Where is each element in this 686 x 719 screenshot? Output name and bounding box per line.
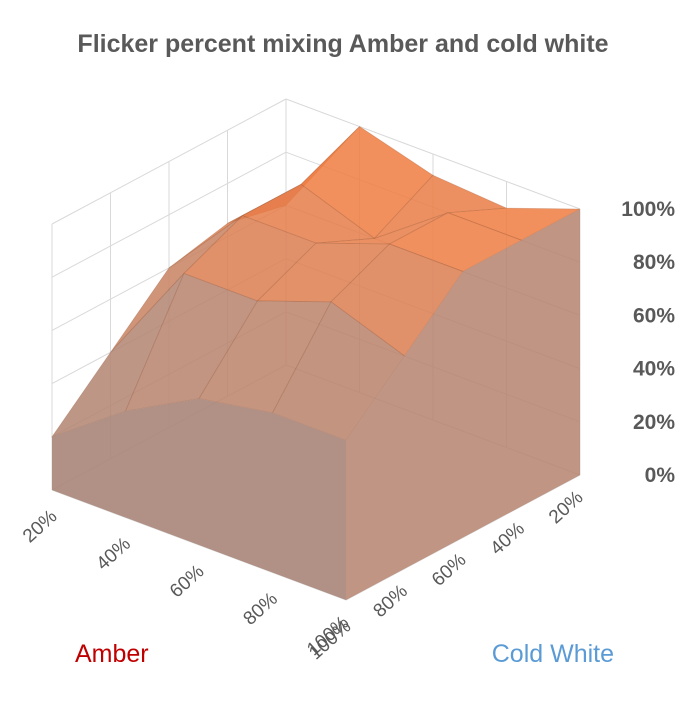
cold-white-tick-label: 60%	[428, 550, 470, 591]
z-tick-label: 20%	[633, 411, 675, 434]
z-tick-label: 100%	[621, 198, 675, 221]
surface-side-face	[346, 355, 405, 600]
surface-plot	[50, 125, 581, 600]
amber-tick-label: 40%	[93, 534, 135, 575]
surface-front-face	[272, 412, 346, 600]
chart-title: Flicker percent mixing Amber and cold wh…	[77, 30, 608, 58]
amber-axis-label: Amber	[75, 640, 149, 668]
z-tick-label: 80%	[633, 251, 675, 274]
z-tick-label: 0%	[645, 464, 676, 487]
amber-tick-label: 60%	[166, 561, 208, 602]
cold-white-axis-label: Cold White	[492, 640, 614, 668]
surface-front-face	[199, 398, 273, 573]
z-tick-label: 40%	[633, 358, 675, 381]
surface-side-face	[404, 271, 463, 569]
cold-white-tick-label: 40%	[487, 518, 529, 559]
surface-side-face	[521, 209, 580, 507]
amber-tick-label: 80%	[240, 589, 282, 630]
surface-front-face	[52, 411, 126, 518]
cold-white-tick-label: 20%	[545, 487, 587, 528]
amber-tick-label: 20%	[19, 506, 61, 547]
surface-side-face	[463, 240, 522, 538]
surface-front-face	[125, 398, 199, 545]
z-axis-ticks: 0% 20% 40% 60% 80% 100%	[621, 198, 675, 487]
cold-white-tick-label: 80%	[370, 581, 412, 622]
z-tick-label: 60%	[633, 304, 675, 327]
